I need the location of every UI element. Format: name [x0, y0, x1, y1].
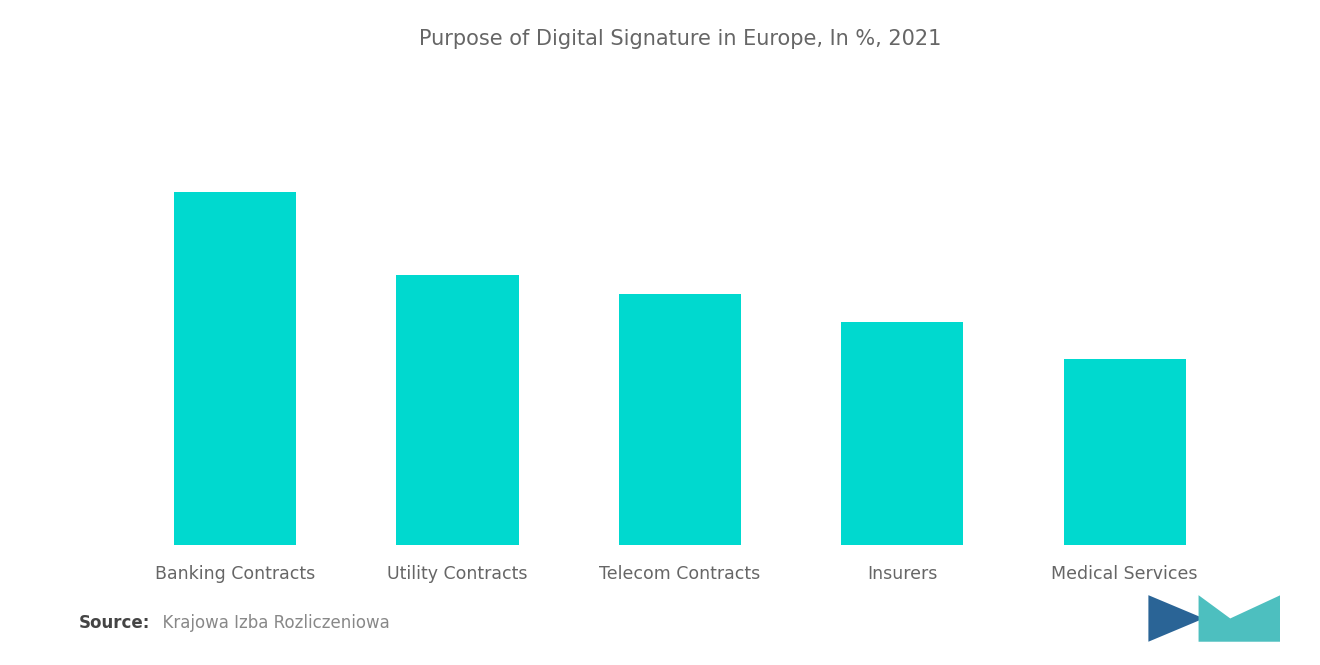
Polygon shape [1148, 595, 1204, 642]
Bar [841, 322, 964, 545]
Title: Purpose of Digital Signature in Europe, In %, 2021: Purpose of Digital Signature in Europe, … [418, 29, 941, 49]
Bar [396, 275, 519, 545]
Polygon shape [1199, 595, 1280, 642]
Bar [1064, 359, 1185, 545]
Text: Krajowa Izba Rozliczeniowa: Krajowa Izba Rozliczeniowa [152, 614, 389, 632]
Bar [174, 192, 296, 545]
Text: Source:: Source: [79, 614, 150, 632]
Bar [619, 294, 741, 545]
